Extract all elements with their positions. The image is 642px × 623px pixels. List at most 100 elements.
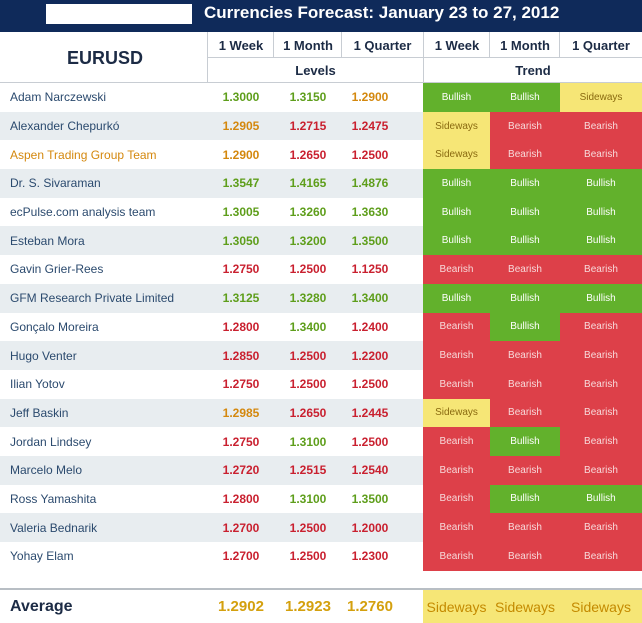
trend-cell: Bearish bbox=[490, 513, 560, 542]
trend-cell: Bearish bbox=[423, 513, 490, 542]
trend-cell: Bullish bbox=[490, 283, 560, 313]
table-row: Ross Yamashita 1.2800 1.3100 1.3500 Bearish B… bbox=[0, 484, 642, 514]
header-divider bbox=[341, 32, 342, 57]
level-cell: 1.3005 bbox=[222, 205, 260, 220]
trend-cell: Bullish bbox=[560, 169, 642, 198]
trend-cell: Bearish bbox=[560, 542, 642, 571]
trend-cell: Bullish bbox=[490, 83, 560, 112]
trend-cell: Bullish bbox=[560, 484, 642, 514]
table-row: Aspen Trading Group Team 1.2900 1.2650 1.25… bbox=[0, 140, 642, 170]
trend-cell: Bearish bbox=[423, 484, 490, 514]
trend-cell: Bullish bbox=[560, 226, 642, 256]
trend-cell: Bearish bbox=[490, 341, 560, 370]
level-cell: 1.2650 bbox=[289, 147, 327, 162]
level-cell: 1.3150 bbox=[289, 90, 327, 105]
average-trend-1month: Sideways bbox=[490, 590, 560, 623]
level-cell: 1.3260 bbox=[289, 205, 327, 220]
analyst-name: Jeff Baskin bbox=[10, 405, 69, 420]
header-divider bbox=[489, 32, 490, 57]
analyst-name: Ilian Yotov bbox=[10, 377, 65, 392]
average-trend-1quarter: Sideways bbox=[560, 590, 642, 623]
table-header: EURUSD 1 Week 1 Month 1 Quarter 1 Week 1… bbox=[0, 32, 642, 82]
page-title: Currencies Forecast: January 23 to 27, 2… bbox=[204, 3, 560, 22]
level-cell: 1.2515 bbox=[289, 463, 327, 478]
header-divider bbox=[273, 32, 274, 57]
trend-cell: Bullish bbox=[423, 169, 490, 198]
level-cell: 1.2200 bbox=[351, 348, 389, 363]
level-cell: 1.2500 bbox=[351, 147, 389, 162]
table-row: Marcelo Melo 1.2720 1.2515 1.2540 Bearish Bea… bbox=[0, 455, 642, 485]
title-bar: Currencies Forecast: January 23 to 27, 2… bbox=[0, 0, 642, 32]
trend-cell: Bearish bbox=[490, 542, 560, 571]
level-cell: 1.3125 bbox=[222, 291, 260, 306]
trend-cell: Bearish bbox=[490, 111, 560, 141]
trend-cell: Sideways bbox=[423, 140, 490, 170]
level-cell: 1.3100 bbox=[289, 491, 327, 506]
average-level-1week: 1.2902 bbox=[218, 598, 264, 615]
levels-1week-header: 1 Week bbox=[218, 37, 264, 53]
table-row: Adam Narczewski 1.3000 1.3150 1.2900 Bullish… bbox=[0, 83, 642, 112]
level-cell: 1.2700 bbox=[222, 520, 260, 535]
table-row: Hugo Venter 1.2850 1.2500 1.2200 Bearish Bear… bbox=[0, 341, 642, 370]
header-divider bbox=[559, 32, 560, 57]
level-cell: 1.3280 bbox=[289, 291, 327, 306]
level-cell: 1.2850 bbox=[222, 348, 260, 363]
analyst-name: Alexander Chepurkó bbox=[10, 119, 120, 134]
average-label: Average bbox=[10, 597, 73, 615]
trend-cell: Bearish bbox=[560, 369, 642, 399]
analyst-name: Gonçalo Moreira bbox=[10, 319, 99, 334]
analyst-name: GFM Research Private Limited bbox=[10, 291, 175, 306]
analyst-name: Jordan Lindsey bbox=[10, 434, 92, 449]
trend-cell: Sideways bbox=[423, 111, 490, 141]
trend-cell: Bullish bbox=[423, 83, 490, 112]
level-cell: 1.3100 bbox=[289, 434, 327, 449]
header-bottom-border bbox=[0, 82, 642, 83]
trend-cell: Bullish bbox=[490, 197, 560, 227]
level-cell: 1.2500 bbox=[289, 520, 327, 535]
trend-cell: Bullish bbox=[490, 427, 560, 456]
trend-cell: Bearish bbox=[423, 312, 490, 342]
level-cell: 1.2500 bbox=[289, 549, 327, 564]
trend-group-header: Trend bbox=[515, 62, 551, 78]
level-cell: 1.3400 bbox=[351, 291, 389, 306]
trend-cell: Bearish bbox=[560, 111, 642, 141]
level-cell: 1.2750 bbox=[222, 434, 260, 449]
trend-cell: Bearish bbox=[490, 398, 560, 428]
trend-cell: Bearish bbox=[560, 140, 642, 170]
level-cell: 1.2445 bbox=[351, 405, 389, 420]
trend-cell: Bearish bbox=[423, 255, 490, 284]
trend-cell: Bearish bbox=[423, 369, 490, 399]
trend-cell: Bearish bbox=[423, 427, 490, 456]
trend-cell: Bullish bbox=[560, 197, 642, 227]
trend-cell: Bearish bbox=[423, 455, 490, 485]
trend-cell: Bearish bbox=[560, 398, 642, 428]
trend-1week-header: 1 Week bbox=[434, 37, 480, 53]
level-cell: 1.3200 bbox=[289, 233, 327, 248]
analyst-name: Dr. S. Sivaraman bbox=[10, 176, 101, 191]
trend-cell: Bearish bbox=[560, 341, 642, 370]
levels-1month-header: 1 Month bbox=[283, 37, 333, 53]
table-row: GFM Research Private Limited 1.3125 1.3280… bbox=[0, 283, 642, 313]
level-cell: 1.2475 bbox=[351, 119, 389, 134]
analyst-name: Esteban Mora bbox=[10, 233, 85, 248]
trend-cell: Bearish bbox=[560, 455, 642, 485]
trend-cell: Bullish bbox=[560, 283, 642, 313]
trend-cell: Bearish bbox=[560, 312, 642, 342]
table-row: Ilian Yotov 1.2750 1.2500 1.2500 Bearish Bear… bbox=[0, 369, 642, 399]
trend-cell: Bearish bbox=[560, 513, 642, 542]
trend-cell: Bearish bbox=[490, 140, 560, 170]
analyst-name: Yohay Elam bbox=[10, 549, 74, 564]
level-cell: 1.2715 bbox=[289, 119, 327, 134]
level-cell: 1.2000 bbox=[351, 520, 389, 535]
level-cell: 1.3500 bbox=[351, 491, 389, 506]
average-trend-1week: Sideways bbox=[423, 590, 490, 623]
level-cell: 1.3000 bbox=[222, 90, 260, 105]
average-level-1month: 1.2923 bbox=[285, 598, 331, 615]
trend-cell: Bullish bbox=[490, 312, 560, 342]
analyst-name: Hugo Venter bbox=[10, 348, 77, 363]
level-cell: 1.2900 bbox=[222, 147, 260, 162]
table-row: Valeria Bednarik 1.2700 1.2500 1.2000 Bearis… bbox=[0, 513, 642, 542]
trend-cell: Bullish bbox=[490, 226, 560, 256]
table-row: Yohay Elam 1.2700 1.2500 1.2300 Bearish Beari… bbox=[0, 542, 642, 571]
